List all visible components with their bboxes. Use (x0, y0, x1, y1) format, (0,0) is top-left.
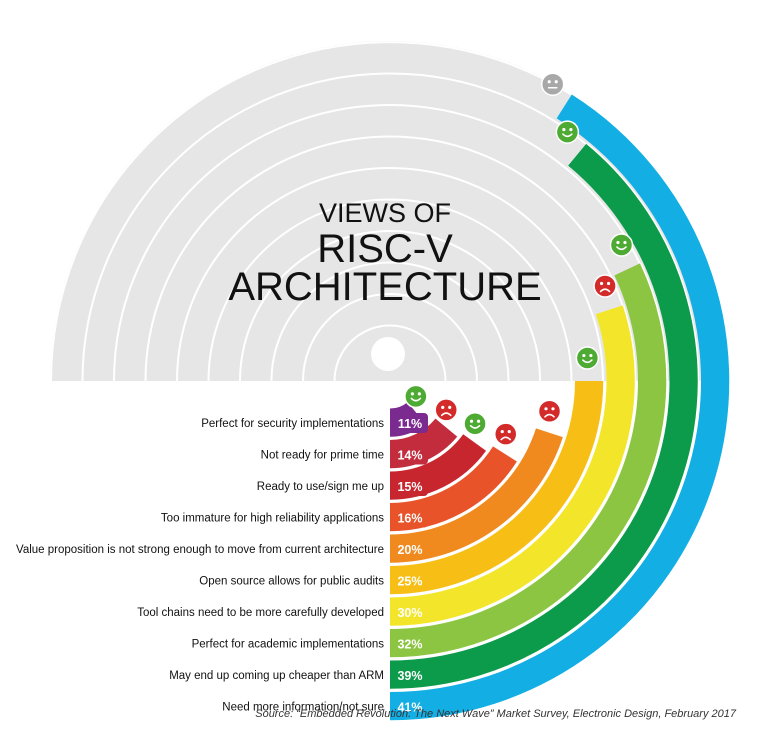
positive-face-icon (609, 233, 634, 257)
bar-divider (389, 461, 519, 533)
category-label: Perfect for academic implementations (192, 639, 385, 651)
background-ring (176, 167, 604, 382)
chart-title-line-1: VIEWS OF (319, 198, 451, 228)
positive-face-icon (555, 120, 580, 144)
percent-label: 16% (397, 512, 422, 526)
bar-divider (389, 437, 565, 565)
positive-face-icon (404, 384, 428, 409)
percent-badge (392, 444, 428, 465)
percent-label: 41% (397, 701, 422, 715)
category-label: Open source allows for public audits (199, 576, 384, 588)
negative-face-icon (593, 274, 617, 298)
percent-label: 11% (398, 417, 422, 431)
category-labels: Need more information/not sure May end up… (16, 418, 384, 714)
neutral-face-icon (540, 72, 565, 97)
bar-arc-8 (390, 263, 667, 658)
category-label: Too immature for high reliability applic… (161, 513, 384, 525)
sentiment-icons (404, 72, 634, 446)
percent-label: 20% (397, 543, 422, 557)
bar-divider (389, 262, 668, 659)
percent-badge (392, 665, 428, 685)
category-label: Perfect for security implementations (201, 418, 384, 430)
bar-arc-5 (390, 428, 564, 564)
category-label: Ready to use/sign me up (257, 481, 384, 493)
percent-label: 32% (397, 638, 422, 652)
bar-divider (389, 93, 731, 722)
background-ring (207, 198, 573, 382)
negative-face-icon (537, 399, 562, 424)
percent-badge (392, 413, 428, 433)
category-label: Not ready for prime time (261, 450, 384, 462)
negative-face-icon (493, 422, 518, 446)
negative-face-icon (434, 398, 458, 422)
background-ring (144, 135, 636, 382)
chart-title-line-2: RISC-V (317, 227, 453, 271)
chart-title-line-3: ARCHITECTURE (228, 265, 541, 309)
percent-label: 25% (397, 575, 422, 589)
percent-badge (392, 507, 428, 528)
percent-badge (392, 696, 428, 717)
bar-divider (389, 450, 488, 502)
percent-badge (392, 570, 428, 591)
percent-label: 14% (397, 449, 422, 463)
positive-face-icon (463, 411, 487, 436)
source-note: Source: “Embedded Revolution: The Next W… (255, 708, 737, 720)
bar-divider (389, 142, 700, 691)
background-ring (302, 293, 478, 382)
background-ring (113, 104, 667, 382)
category-label: Tool chains need to be more carefully de… (137, 607, 384, 619)
category-label: Value proposition is not strong enough t… (16, 544, 384, 556)
bar-divider (389, 380, 605, 596)
center-hole (371, 337, 405, 371)
percent-label: 30% (397, 606, 422, 620)
percent-badge (392, 539, 428, 559)
percent-badge (392, 633, 428, 654)
background-ring (270, 261, 510, 382)
percent-label: 39% (397, 669, 422, 683)
bar-arc-7 (390, 305, 636, 627)
background-ring (239, 230, 541, 382)
bar-arc-10 (390, 93, 730, 721)
category-label: May end up coming up cheaper than ARM (169, 670, 384, 682)
category-label: Need more information/not sure (222, 702, 384, 714)
bar-arc-9 (390, 143, 699, 690)
bar-divider (389, 304, 637, 628)
percent-labels: 41% 39% 32% 30% 25% 20% 16% 15% 14% 11% (392, 413, 428, 717)
percent-badge (392, 476, 428, 496)
percent-label: 15% (397, 480, 422, 494)
positive-face-icon (575, 346, 600, 370)
percent-badge (392, 602, 428, 622)
background-ring (333, 324, 447, 382)
